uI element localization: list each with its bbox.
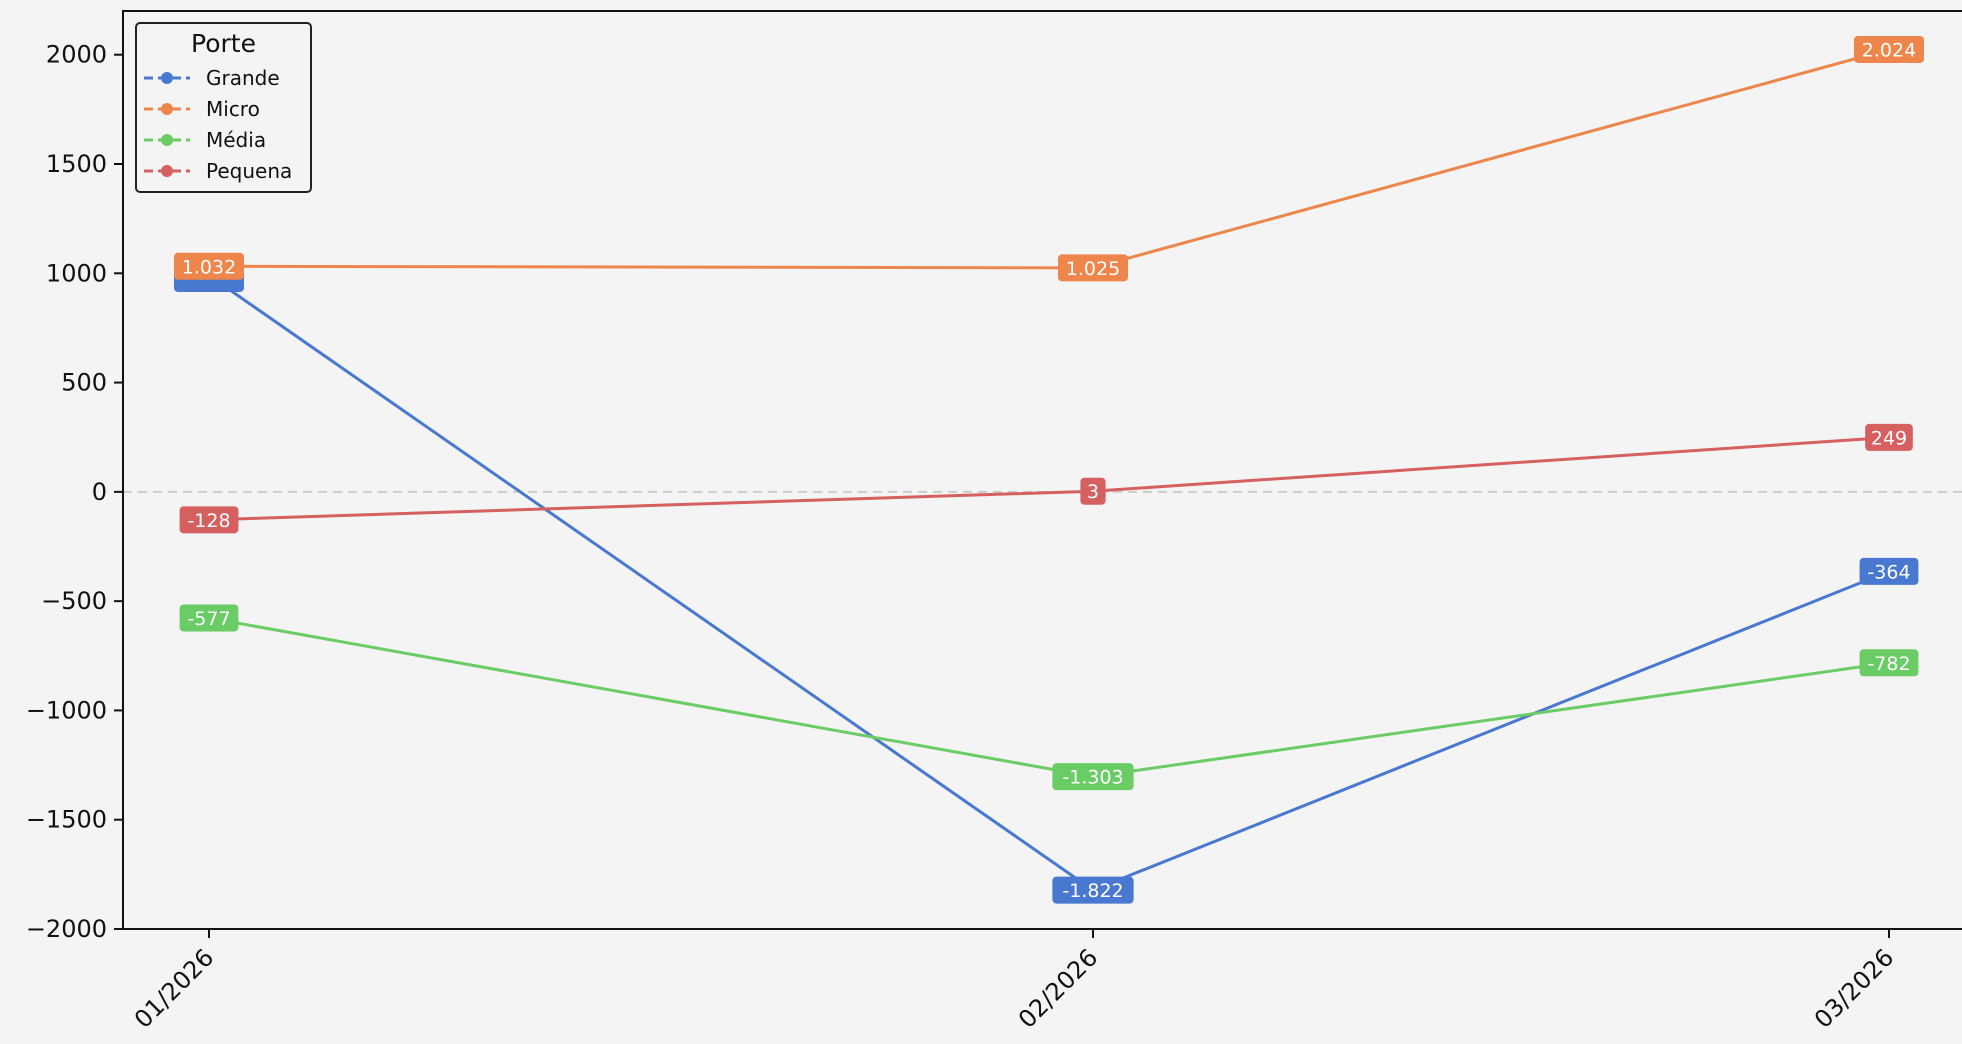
data-label-box [1058,254,1128,282]
data-label-box [1859,649,1919,677]
data-label-box [179,604,239,632]
y-tick-label: 2000 [46,41,107,69]
legend-item-label: Grande [206,66,280,90]
legend-dot-marker [161,165,173,177]
y-tick-label: 1500 [46,150,107,178]
data-label-box [1052,876,1134,904]
data-label-box [174,252,244,280]
legend-items: Grande Micro Média Pequena [144,66,292,183]
data-label-text: 1.025 [1066,258,1120,280]
data-label-média: -1.303 [1052,763,1134,791]
legend-dot-marker [161,103,173,115]
y-axis: −2000 −1500 −1000 −500 0 500 1000 1500 2000 [26,41,123,943]
legend-item-label: Média [206,128,266,152]
data-label-pequena: 3 [1080,477,1106,505]
data-label-box [179,506,239,534]
data-label-box [1865,423,1913,451]
data-label-pequena: -128 [179,506,239,534]
data-label-média: -577 [179,604,239,632]
y-tick-label: 1000 [46,259,107,287]
legend-dot-marker [161,72,173,84]
legend-item-grande: Grande [144,66,280,90]
data-label-box [1052,763,1134,791]
data-label-text: 2.024 [1862,39,1916,61]
y-tick-label: −1000 [26,696,107,724]
data-label-grande: -364 [1859,557,1919,585]
data-label-box [1859,557,1919,585]
legend-box [135,22,312,193]
data-labels: -1.822 -364 1.032 1.025 2.024 -577 -1.303 -782 -… [174,35,1924,904]
y-tick-label: −2000 [26,915,107,943]
legend-item-pequena: Pequena [144,159,292,183]
data-label-text: -782 [1867,653,1910,675]
data-label-micro: 2.024 [1854,35,1924,63]
data-label-box [1854,35,1924,63]
y-tick-label: −1500 [26,806,107,834]
legend-title: Porte [191,29,256,58]
data-label-text: 3 [1087,481,1099,503]
data-label-grande: -1.822 [1052,876,1134,904]
data-label-text: -128 [187,510,230,532]
data-label-box [1080,477,1106,505]
data-label-média: -782 [1859,649,1919,677]
plot-frame [122,10,1962,930]
data-label-text: -1.822 [1062,880,1123,902]
y-tick-label: 500 [61,369,107,397]
data-label-micro: 1.025 [1058,254,1128,282]
legend-dot-marker [161,134,173,146]
data-label-micro: 1.032 [174,252,244,280]
legend-item-label: Micro [206,97,260,121]
legend-item-micro: Micro [144,97,260,121]
data-label-text: -1.303 [1062,767,1123,789]
y-tick-label: −500 [41,587,107,615]
legend: Porte Grande Micro Média Pequena [135,22,312,193]
data-label-text: 1.032 [182,256,236,278]
data-label-pequena: 249 [1865,423,1913,451]
legend-item-média: Média [144,128,266,152]
data-label-text: -577 [187,608,230,630]
legend-item-label: Pequena [206,159,292,183]
y-tick-label: 0 [92,478,107,506]
data-label-text: -364 [1867,561,1910,583]
data-label-text: 249 [1871,427,1907,449]
